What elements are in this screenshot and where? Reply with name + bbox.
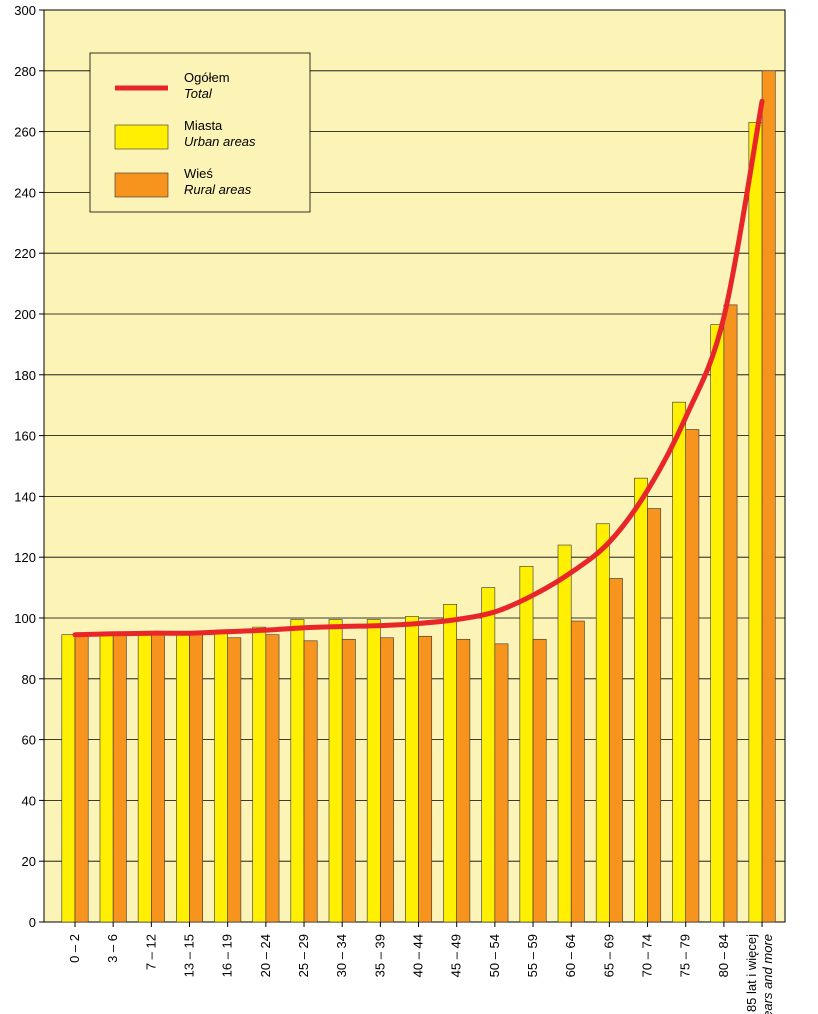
bar xyxy=(74,635,89,923)
bar xyxy=(189,632,204,923)
bar xyxy=(418,635,433,923)
bar xyxy=(61,634,76,923)
bar xyxy=(137,632,152,923)
bar xyxy=(265,634,280,923)
x-tick-label: 0 – 2 xyxy=(67,934,82,963)
y-tick-label: 260 xyxy=(14,125,36,140)
y-tick-label: 280 xyxy=(14,64,36,79)
bar xyxy=(685,429,700,923)
x-tick-label: 30 – 34 xyxy=(334,934,349,977)
bar xyxy=(341,638,356,923)
bar xyxy=(405,616,419,923)
x-tick-label: 40 – 44 xyxy=(411,934,426,977)
bar xyxy=(570,620,585,923)
y-tick-label: 20 xyxy=(22,854,36,869)
y-tick-label: 120 xyxy=(14,550,36,565)
bar xyxy=(595,523,610,923)
x-tick-label: 45 – 49 xyxy=(449,934,464,977)
x-tick-label: 65 – 69 xyxy=(601,934,616,977)
bar xyxy=(443,604,457,923)
bar xyxy=(290,619,305,923)
y-tick-label: 140 xyxy=(14,489,36,504)
x-tick-label: 75 – 79 xyxy=(678,934,693,977)
x-tick-label: 3 – 6 xyxy=(105,934,120,963)
bar xyxy=(214,629,228,923)
y-tick-label: 60 xyxy=(22,733,36,748)
x-tick-label: 20 – 24 xyxy=(258,934,273,977)
bar xyxy=(519,566,534,923)
legend-label-en: Rural areas xyxy=(184,182,252,197)
line-series xyxy=(72,98,765,638)
bar xyxy=(328,619,343,923)
bar xyxy=(634,477,648,923)
x-tick-label: 35 – 39 xyxy=(372,934,387,977)
bar xyxy=(494,643,509,923)
bar xyxy=(227,637,242,923)
bar xyxy=(151,632,165,923)
x-tick-label: 13 – 15 xyxy=(182,934,197,977)
y-tick-label: 160 xyxy=(14,429,36,444)
bar xyxy=(456,638,471,923)
legend-label-en: Urban areas xyxy=(184,134,256,149)
legend-swatch xyxy=(114,124,169,150)
bar xyxy=(176,632,190,923)
bar xyxy=(710,324,725,923)
bar xyxy=(672,401,687,923)
bar xyxy=(380,637,394,923)
legend-label: Miasta xyxy=(184,118,223,133)
y-tick-label: 240 xyxy=(14,185,36,200)
y-tick-label: 300 xyxy=(14,3,36,18)
legend-swatch xyxy=(114,172,169,198)
x-tick-label: 16 – 19 xyxy=(220,934,235,977)
x-tick-label: 7 – 12 xyxy=(143,934,158,970)
bar xyxy=(723,304,738,923)
bar xyxy=(112,634,127,923)
bar xyxy=(557,544,572,923)
x-tick-label-en: years and more xyxy=(760,934,775,1014)
bar xyxy=(761,70,776,923)
bar xyxy=(366,619,381,923)
y-tick-label: 0 xyxy=(29,915,36,930)
y-tick-label: 180 xyxy=(14,368,36,383)
x-tick-label: 85 lat i więcej xyxy=(744,934,759,1012)
bar xyxy=(303,640,318,923)
y-tick-label: 100 xyxy=(14,611,36,626)
bar xyxy=(532,638,547,923)
x-tick-label: 70 – 74 xyxy=(640,934,655,977)
y-tick-label: 40 xyxy=(22,793,36,808)
bar xyxy=(748,122,763,923)
x-tick-label: 25 – 29 xyxy=(296,934,311,977)
x-tick-label: 50 – 54 xyxy=(487,934,502,977)
bar xyxy=(99,634,114,923)
y-tick-label: 200 xyxy=(14,307,36,322)
legend-label: Wieś xyxy=(184,166,213,181)
x-tick-label: 55 – 59 xyxy=(525,934,540,977)
y-tick-label: 220 xyxy=(14,246,36,261)
x-tick-label: 80 – 84 xyxy=(716,934,731,977)
y-tick-label: 80 xyxy=(22,672,36,687)
legend-label-en: Total xyxy=(184,86,213,101)
bar xyxy=(647,508,662,923)
x-tick-label: 60 – 64 xyxy=(563,934,578,977)
bar xyxy=(609,578,623,923)
legend-label: Ogółem xyxy=(184,70,230,85)
bar xyxy=(252,626,267,923)
bar xyxy=(481,587,496,923)
